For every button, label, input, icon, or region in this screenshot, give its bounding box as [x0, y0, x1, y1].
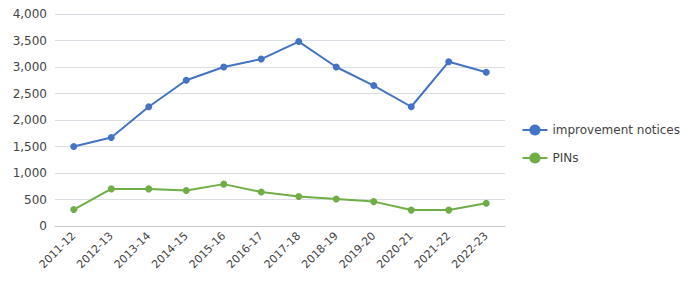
svg-text:2021-22: 2021-22: [412, 229, 454, 271]
svg-text:3,500: 3,500: [13, 34, 47, 48]
svg-text:2013-14: 2013-14: [112, 229, 154, 271]
svg-text:2018-19: 2018-19: [299, 229, 341, 271]
svg-text:1,500: 1,500: [13, 140, 47, 154]
svg-text:1,000: 1,000: [13, 166, 47, 180]
svg-text:2,500: 2,500: [13, 87, 47, 101]
svg-text:2019-20: 2019-20: [337, 229, 379, 271]
svg-text:2020-21: 2020-21: [374, 229, 416, 271]
svg-text:0: 0: [39, 219, 47, 233]
svg-text:2017-18: 2017-18: [262, 229, 304, 271]
svg-text:2012-13: 2012-13: [74, 229, 116, 271]
svg-text:2011-12: 2011-12: [37, 229, 79, 271]
svg-text:PINs: PINs: [552, 151, 578, 165]
svg-text:2022-23: 2022-23: [449, 229, 491, 271]
svg-text:improvement notices: improvement notices: [552, 123, 680, 137]
svg-text:2014-15: 2014-15: [149, 229, 191, 271]
svg-text:2,000: 2,000: [13, 113, 47, 127]
svg-text:2016-17: 2016-17: [224, 229, 266, 271]
svg-text:500: 500: [24, 193, 47, 207]
svg-text:3,000: 3,000: [13, 60, 47, 74]
svg-text:2015-16: 2015-16: [187, 229, 229, 271]
svg-text:4,000: 4,000: [13, 7, 47, 21]
